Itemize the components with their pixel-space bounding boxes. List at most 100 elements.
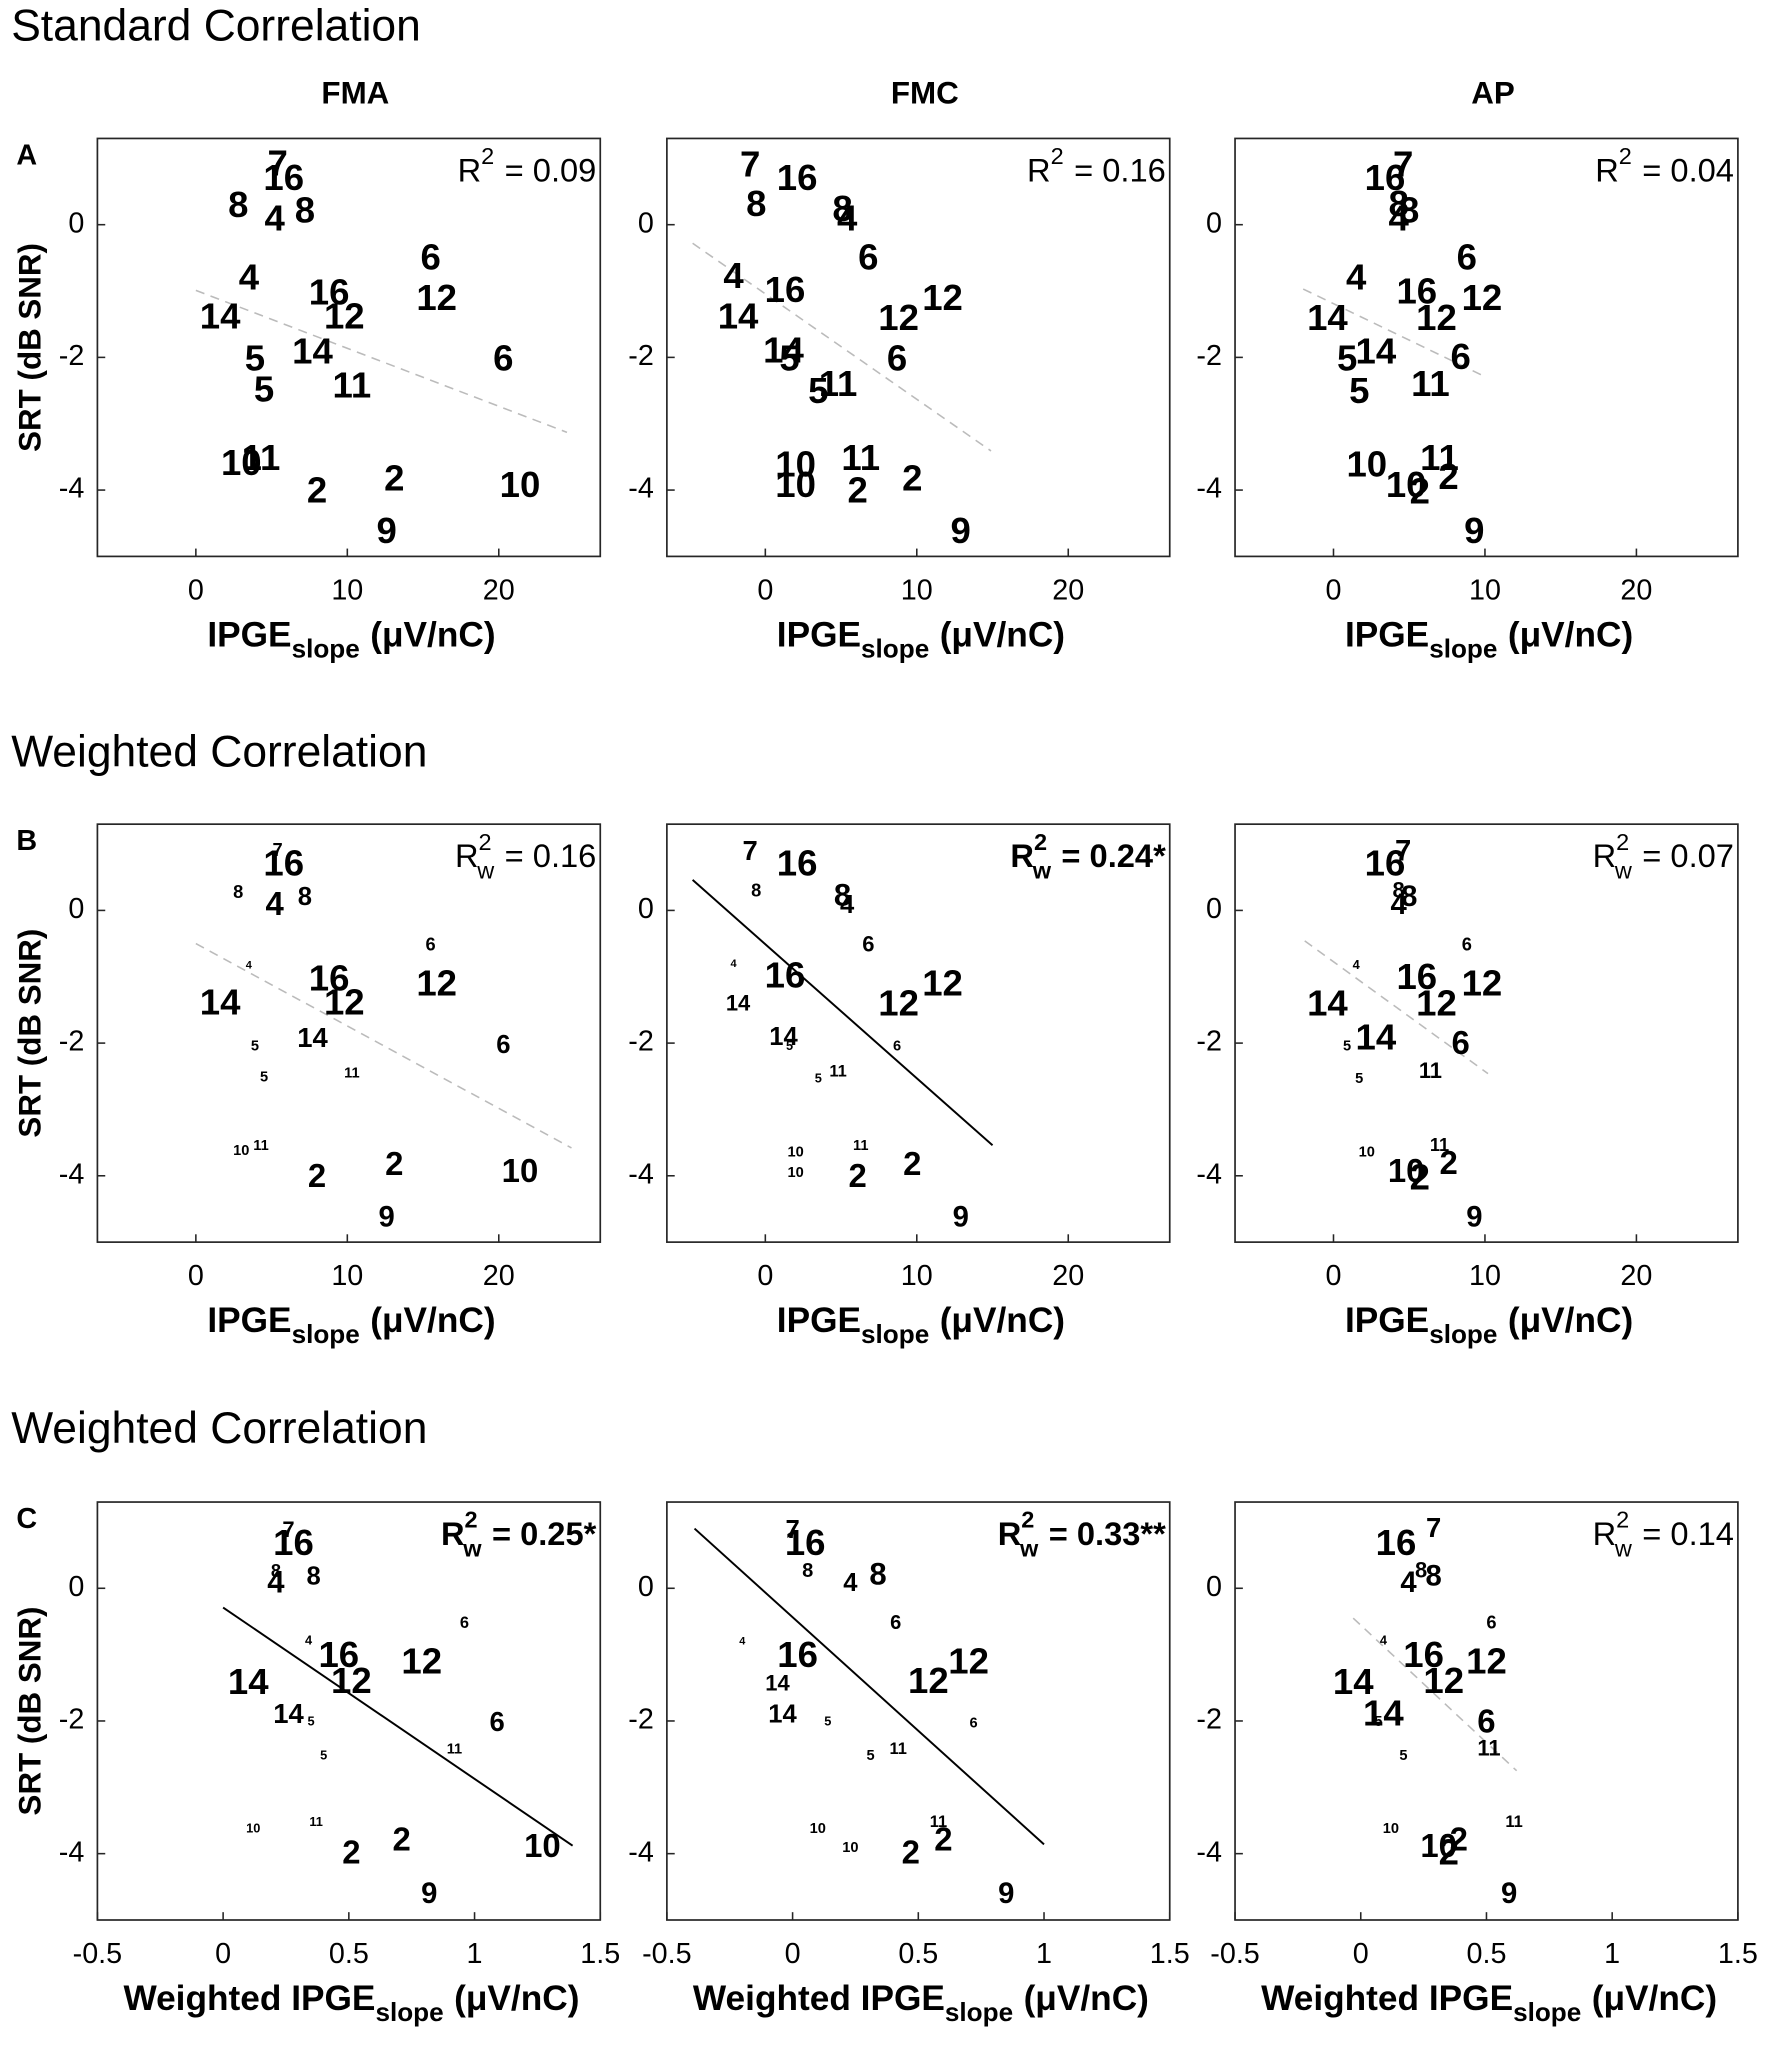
y-tick-label: -4 [59,1836,85,1868]
fit-line [1352,1617,1518,1772]
panel: -0.5 0 0.5 1 1.5 -4 -2 0 SRT (dB SNR) Weighted IP… [12,1501,620,2027]
subject-marker: 9 [377,510,397,551]
subject-marker: 10 [221,442,262,483]
x-axis-label: Weighted IPGEslope (μV/nC) [1261,1979,1717,2027]
y-axis-label: SRT (dB SNR) [12,929,47,1138]
panel: -0.5 0 0.5 1 1.5 -4 -2 0 Weighted IPGEslope (μV/n… [628,1501,1190,2027]
r-squared: R2 = 0.04 [1595,143,1734,188]
subject-marker: 16 [777,157,818,198]
fit-line [693,1527,1045,1846]
subject-marker: 4 [739,1635,746,1647]
subject-marker: 11 [1430,1134,1449,1155]
r-value: = 0.25* [492,1515,597,1552]
subject-marker: 11 [829,1063,846,1081]
subject-marker: 10 [524,1827,561,1864]
x-axis-label: IPGEslope (μV/nC) [777,1301,1065,1349]
y-tick-label: -2 [1196,340,1222,372]
x-axis-label-text: Weighted IPGE [123,1979,375,2018]
subject-marker: 14 [726,990,751,1015]
column-title: FMA [321,76,389,111]
r-symbol: R [458,151,482,188]
subject-marker: 2 [392,1820,410,1857]
subject-marker: 12 [922,277,963,318]
r-symbol: R [1595,151,1619,188]
subject-marker: 11 [819,363,858,404]
y-tick-label: -4 [1196,1836,1222,1868]
subject-marker: 5 [251,1038,259,1054]
x-axis-label: IPGEslope (μV/nC) [1345,1301,1633,1349]
r-squared: R2 = 0.09 [458,143,597,188]
subject-marker: 8 [298,883,312,911]
subject-marker: 10 [1386,464,1427,505]
plot-frame [96,137,602,558]
subject-marker: 11 [1505,1813,1522,1831]
x-tick-label: 0 [757,1260,773,1292]
x-tick-label: 20 [1052,574,1084,606]
subject-marker: 14 [273,1698,304,1729]
y-tick-label: 0 [68,207,84,239]
y-tick-label: 0 [1206,893,1222,925]
r-value: = 0.14 [1642,1515,1734,1552]
subject-marker: 16 [765,955,806,996]
x-tick-label: 0 [1325,1260,1341,1292]
subject-marker: 2 [385,1145,403,1182]
subject-marker: 14 [768,1700,797,1728]
subject-marker: 5 [1355,1071,1363,1087]
subject-marker: 12 [1423,1660,1464,1701]
subject-marker: 12 [416,277,457,318]
subject-marker: 2 [384,457,404,498]
x-tick-label: 10 [331,574,363,606]
subject-marker: 16 [777,843,818,884]
subject-marker: 4 [837,197,858,238]
subject-marker: 10 [810,1821,826,1837]
subject-marker: 14 [718,296,759,337]
subject-marker: 12 [401,1641,442,1682]
r-value: = 0.24* [1061,837,1166,874]
subject-marker: 5 [320,1748,327,1763]
subject-marker: 12 [1466,1641,1507,1682]
subject-marker: 2 [1410,471,1430,512]
subject-marker: 5 [815,1070,822,1085]
x-axis-label-unit: (μV/nC) [370,616,495,655]
subject-marker: 4 [265,885,284,922]
subject-marker: 6 [496,1031,510,1059]
subject-marker: 2 [1410,1156,1430,1197]
subject-marker: 5 [1374,1714,1382,1730]
subject-marker: 11 [253,1138,268,1154]
subject-marker: 14 [228,1661,269,1702]
r-symbol: R [1593,837,1617,874]
x-tick-label: 10 [1469,1260,1501,1292]
plot-frame [1234,137,1739,558]
y-tick-label: -4 [628,1836,654,1868]
x-axis-label-unit: (μV/nC) [370,1301,495,1340]
panel: -0.5 0 0.5 1 1.5 -4 -2 0 Weighted IPGEslope (μV/n… [1196,1501,1758,2027]
subject-marker: 8 [295,189,315,230]
y-tick-label: -4 [59,473,85,505]
subject-marker: 9 [1464,510,1484,551]
fit-line [1302,288,1486,378]
r-subscript: w [1614,858,1633,884]
subject-marker: 4 [730,958,737,970]
subject-marker: 9 [1466,1202,1482,1234]
x-axis-label-unit: (μV/nC) [1508,616,1633,655]
subject-marker: 10 [1388,1152,1425,1189]
subject-marker: 8 [834,877,851,912]
y-tick-label: -4 [59,1158,85,1190]
subject-marker: 6 [490,1706,505,1737]
subject-marker: 6 [1486,1611,1496,1632]
subject-marker: 8 [1388,183,1408,224]
r-symbol: R [1027,151,1051,188]
x-axis-label-subscript: slope [861,1319,929,1349]
subject-marker: 14 [1356,331,1397,372]
r-value: = 0.07 [1642,837,1734,874]
r-superscript: 2 [479,829,492,855]
subject-marker: 4 [264,197,285,238]
subject-marker: 2 [903,1145,921,1182]
subject-marker: 12 [324,981,365,1022]
y-tick-label: 0 [638,893,654,925]
subject-marker: 6 [426,933,436,954]
subject-marker: 12 [1462,277,1503,318]
